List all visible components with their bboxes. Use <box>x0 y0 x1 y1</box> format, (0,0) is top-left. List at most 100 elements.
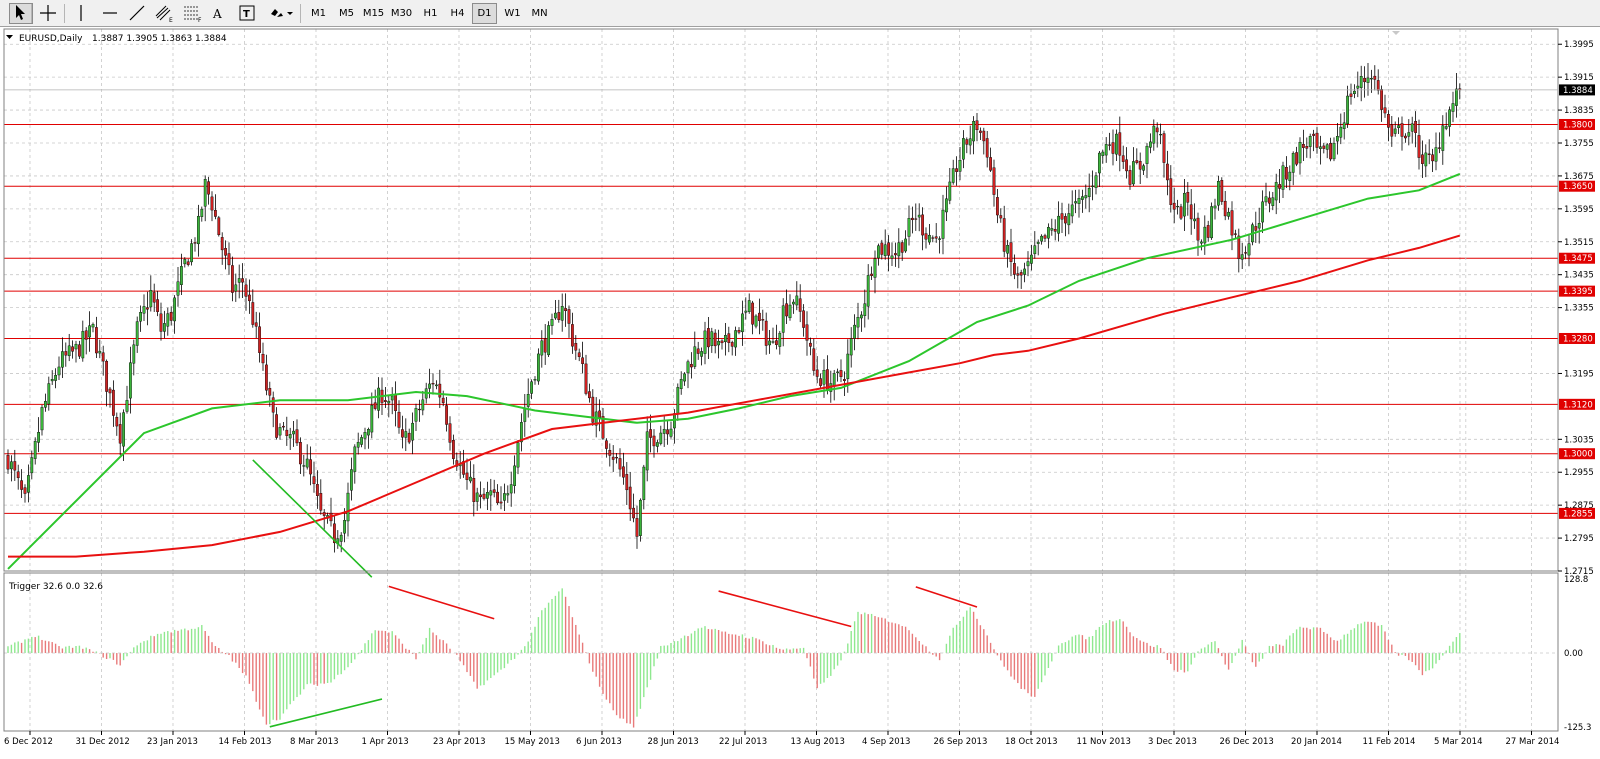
candle-body <box>887 242 891 256</box>
candle-body <box>1342 122 1346 129</box>
candle-body <box>37 432 41 443</box>
level-price-badge <box>1559 507 1595 519</box>
text-label-tool-button[interactable]: T <box>236 3 260 24</box>
candle-body <box>1322 145 1326 149</box>
level-price-label: 1.3395 <box>1563 287 1593 297</box>
trendline-annotations[interactable] <box>252 459 978 728</box>
collapse-triangle-icon[interactable] <box>6 35 13 39</box>
candle-body <box>1159 134 1163 136</box>
candle-body <box>67 345 71 357</box>
candle-body <box>914 218 918 220</box>
horizontal-levels[interactable] <box>4 123 1558 514</box>
level-price-label: 1.3475 <box>1563 254 1593 264</box>
candle-body <box>911 217 914 221</box>
vertical-line-tool-button[interactable] <box>72 3 92 24</box>
level-price-label: 1.3000 <box>1563 450 1593 460</box>
candle-body <box>547 325 551 356</box>
trendline-tool-button[interactable] <box>126 3 150 24</box>
candle-body <box>207 181 210 195</box>
fibonacci-tool-button[interactable]: F <box>181 3 207 24</box>
candle-body <box>639 499 642 536</box>
candle-body <box>608 450 612 456</box>
timeframe-m5-button[interactable]: M5 <box>339 8 354 19</box>
candle-body <box>625 474 629 491</box>
chart-shift-marker-icon[interactable] <box>1392 31 1400 35</box>
candle-body <box>1165 163 1169 181</box>
candle-body <box>703 330 707 354</box>
candle-body <box>1080 196 1084 200</box>
timeframe-h4-button[interactable]: H4 <box>450 8 465 19</box>
candle-body <box>360 437 363 445</box>
timeframe-mn-button[interactable]: MN <box>531 8 548 19</box>
timeframe-h1-button[interactable]: H1 <box>423 8 438 19</box>
arrows-tool-button[interactable] <box>266 3 300 24</box>
toolbar-separator <box>64 4 65 23</box>
candle-body <box>479 494 482 498</box>
candle-body <box>870 273 874 276</box>
candle-body <box>200 208 204 217</box>
candle-body <box>931 237 935 239</box>
candle-body <box>1380 89 1384 110</box>
candle-body <box>135 321 139 346</box>
chart-window[interactable]: 1.3995 1.3915 1.3835 1.3755 1.3675 1.3595 1.35… <box>0 27 1600 759</box>
candle-body <box>1128 170 1132 185</box>
candle-body <box>118 424 122 444</box>
time-tick-label: 26 Sep 2013 <box>934 737 988 747</box>
text-tool-button[interactable]: A <box>208 3 230 24</box>
candle-body <box>492 489 496 493</box>
candle-body <box>656 442 659 447</box>
candle-body <box>1240 254 1244 260</box>
time-tick-label: 8 Mar 2013 <box>290 737 338 747</box>
candle-body <box>54 374 58 381</box>
candle-body <box>792 301 795 305</box>
candle-body <box>676 387 680 414</box>
equidistant-channel-tool-button[interactable]: E <box>153 3 179 24</box>
candle-body <box>1162 133 1166 163</box>
candle-body <box>880 242 884 255</box>
timeframe-m15-button[interactable]: M15 <box>362 8 385 19</box>
candle-body <box>543 338 547 353</box>
horizontal-line-tool-button[interactable] <box>99 3 123 24</box>
candle-body <box>1335 136 1339 142</box>
level-price-label: 1.3120 <box>1563 400 1593 410</box>
candle-body <box>1437 147 1441 149</box>
svg-text:F: F <box>198 17 202 23</box>
time-axis: 6 Dec 2012 31 Dec 2012 23 Jan 2013 14 Feb 2… <box>4 731 1559 747</box>
candle-body <box>761 319 765 321</box>
candle-body <box>798 298 802 312</box>
candle-body <box>445 405 448 425</box>
cursor-arrow-icon <box>10 2 32 26</box>
candle-body <box>1329 143 1333 160</box>
candle-body <box>809 342 812 347</box>
timeframe-w1-button[interactable]: W1 <box>504 8 521 19</box>
candle-body <box>220 237 224 251</box>
oscillator-trendline <box>718 590 852 628</box>
candle-body <box>713 332 717 347</box>
candle-body <box>992 167 996 195</box>
candle-body <box>802 310 806 328</box>
candle-body <box>1210 206 1214 239</box>
level-price-badge <box>1559 285 1595 297</box>
candle-body <box>1308 135 1312 147</box>
timeframe-m1-button[interactable]: M1 <box>311 8 326 19</box>
timeframe-d1-button[interactable]: D1 <box>472 3 497 24</box>
candle-body <box>44 401 47 408</box>
time-tick-label: 14 Feb 2013 <box>219 737 272 747</box>
candle-body <box>1397 125 1401 129</box>
crosshair-tool-button[interactable] <box>36 3 62 24</box>
candle-body <box>448 423 452 443</box>
price-tick-label: 1.2875 <box>1564 501 1594 511</box>
candle-body <box>190 243 193 263</box>
candle-body <box>567 309 571 324</box>
candle-body <box>741 313 744 333</box>
cursor-tool-button[interactable] <box>9 3 33 24</box>
timeframe-m30-button[interactable]: M30 <box>390 8 413 19</box>
candle-body <box>431 383 435 385</box>
candle-body <box>754 315 758 327</box>
candle-body <box>560 306 564 321</box>
candle-body <box>907 218 911 237</box>
candle-body <box>1444 126 1448 129</box>
candle-body <box>397 411 401 428</box>
candle-body <box>57 366 61 376</box>
candle-body <box>1431 154 1435 162</box>
